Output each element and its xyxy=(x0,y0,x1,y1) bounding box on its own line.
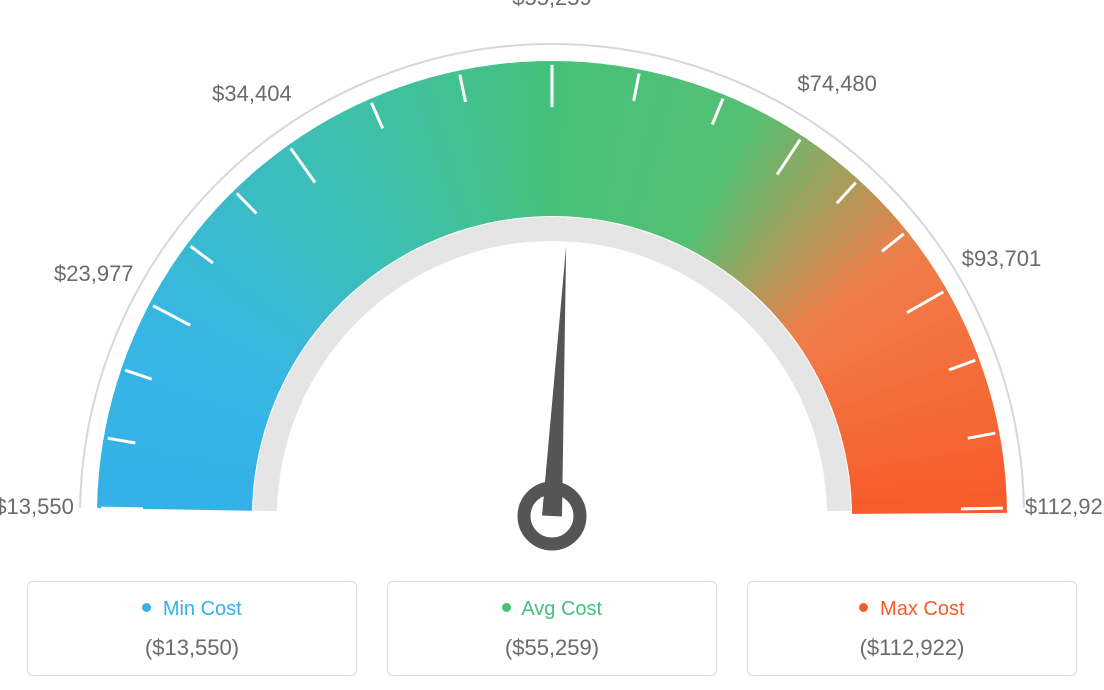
legend-value-min: ($13,550) xyxy=(38,635,346,661)
gauge-tick-label: $112,922 xyxy=(1025,494,1104,520)
gauge-tick-label: $74,480 xyxy=(797,71,877,97)
gauge-tick-label: $93,701 xyxy=(962,246,1042,272)
legend-title-max: Max Cost xyxy=(758,598,1066,621)
legend-value-avg: ($55,259) xyxy=(398,635,706,661)
legend-card-max: Max Cost ($112,922) xyxy=(747,581,1077,676)
dot-icon xyxy=(859,603,868,612)
legend-row: Min Cost ($13,550) Avg Cost ($55,259) Ma… xyxy=(0,581,1104,676)
dot-icon xyxy=(142,603,151,612)
legend-title-text: Min Cost xyxy=(163,598,242,620)
gauge-tick-label: $55,259 xyxy=(512,0,592,11)
legend-title-text: Max Cost xyxy=(880,598,964,620)
gauge-chart: $13,550 $23,977 $34,404 $55,259 $74,480 $93,7… xyxy=(0,0,1104,560)
gauge-tick-label: $23,977 xyxy=(54,261,134,287)
legend-card-min: Min Cost ($13,550) xyxy=(27,581,357,676)
gauge-tick-label: $34,404 xyxy=(212,81,292,107)
legend-title-min: Min Cost xyxy=(38,598,346,621)
legend-card-avg: Avg Cost ($55,259) xyxy=(387,581,717,676)
legend-value-max: ($112,922) xyxy=(758,635,1066,661)
gauge-tick-label: $13,550 xyxy=(0,494,74,520)
legend-title-avg: Avg Cost xyxy=(398,598,706,621)
gauge-svg xyxy=(0,0,1104,560)
dot-icon xyxy=(502,603,511,612)
legend-title-text: Avg Cost xyxy=(521,598,602,620)
